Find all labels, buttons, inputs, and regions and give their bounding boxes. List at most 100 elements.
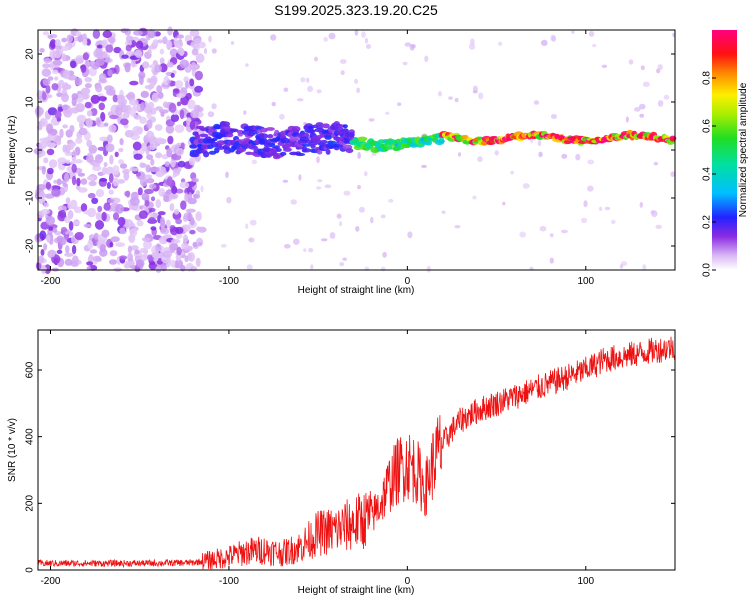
spectrogram-cell xyxy=(52,60,63,66)
spectrogram-cell xyxy=(97,205,103,213)
snr-series-line xyxy=(37,336,676,570)
y-tick-label: 20 xyxy=(25,48,36,60)
spectrogram-cell xyxy=(48,159,58,169)
spectrogram-cell xyxy=(184,192,189,203)
spectrogram-cell xyxy=(136,220,144,227)
x-tick-label: -200 xyxy=(40,276,60,287)
spectrogram-cell xyxy=(68,221,74,231)
spectrogram-cell xyxy=(90,94,101,104)
spectrogram-cell xyxy=(197,106,204,113)
spectrogram-cell xyxy=(119,255,128,260)
spectrogram-cell xyxy=(78,187,88,193)
spectrogram-cell xyxy=(404,42,412,47)
spectrogram-cell xyxy=(51,115,57,123)
spectrogram-cell xyxy=(77,172,85,177)
spectrogram-cell xyxy=(57,157,67,165)
spectrogram-cell xyxy=(42,31,50,36)
spectrogram-cell xyxy=(195,44,200,49)
spectrogram-cell xyxy=(155,152,163,159)
spectrogram-cell xyxy=(157,91,164,99)
spectrogram-cell xyxy=(625,116,629,123)
spectrogram-cell xyxy=(121,54,129,59)
spectrogram-cell xyxy=(283,87,289,92)
spectrogram-cell xyxy=(144,174,153,179)
spectrogram-cell xyxy=(628,59,634,65)
spectrogram-cell xyxy=(49,49,57,60)
spectrogram-cell xyxy=(426,265,431,273)
spectrogram-cell xyxy=(149,140,156,151)
spectrogram-cell xyxy=(69,125,75,133)
spectrogram-cell xyxy=(537,139,542,147)
colorbar-ticks: 0.0 0.2 0.4 0.6 0.8 xyxy=(702,71,716,277)
spectrogram-cell xyxy=(49,142,57,148)
spectrogram-cell xyxy=(56,235,64,243)
spectrogram-cell xyxy=(187,252,196,262)
spectrogram-cell xyxy=(75,137,83,144)
spectrogram-cell xyxy=(207,111,215,118)
spectrogram-cell xyxy=(46,234,51,243)
spectrogram-cell xyxy=(86,266,92,271)
spectrogram-cell xyxy=(454,97,459,103)
spectrogram-cell xyxy=(293,238,300,245)
spectrogram-cell xyxy=(357,185,361,190)
spectrogram-cell xyxy=(146,154,154,161)
spectrogram-cell xyxy=(114,151,119,158)
spectrogram-cell xyxy=(149,77,157,87)
y-tick-label: 600 xyxy=(25,361,36,378)
x-tick-label: 0 xyxy=(405,276,411,287)
spectrogram-cell xyxy=(100,51,108,59)
spectrogram-cell xyxy=(387,145,393,150)
spectrogram-cell xyxy=(150,226,157,231)
spectrogram-cell xyxy=(42,63,51,69)
spectrogram-cell xyxy=(45,215,55,226)
spectrogram-cell xyxy=(203,48,208,55)
spectrogram-cell xyxy=(115,242,125,248)
spectrogram-cell xyxy=(70,107,80,114)
spectrogram-cell xyxy=(385,111,390,116)
spectrogram-cell xyxy=(165,178,173,186)
spectrogram-cell xyxy=(320,238,328,242)
spectrogram-cell xyxy=(162,101,169,108)
spectrogram-cell xyxy=(246,264,253,271)
spectrogram-cell xyxy=(214,147,220,154)
spectrogram-cell xyxy=(95,117,102,126)
spectrogram-cell xyxy=(96,44,103,49)
spectrogram-cell xyxy=(39,117,48,127)
spectrogram-cell xyxy=(71,163,77,173)
spectrogram-cell xyxy=(170,157,176,168)
spectrogram-cell xyxy=(88,180,97,187)
spectrogram-cell xyxy=(140,162,147,168)
spectrogram-cell xyxy=(49,249,56,258)
spectrogram-cell xyxy=(52,69,59,75)
spectrogram-cell xyxy=(101,166,107,175)
spectrogram-cell xyxy=(314,56,318,62)
spectrogram-cell xyxy=(133,153,143,160)
spectrogram-cell xyxy=(123,171,130,181)
spectrogram-cell xyxy=(587,185,594,192)
spectrogram-cell xyxy=(173,208,180,215)
spectrogram-cell xyxy=(39,137,50,143)
spectrogram-cell xyxy=(74,232,84,240)
spectrogram-cell xyxy=(439,137,445,143)
spectrogram-cell xyxy=(49,39,57,49)
spectrogram-cell xyxy=(168,193,179,200)
spectrogram-cell xyxy=(92,165,102,171)
spectrogram-cell xyxy=(139,176,148,187)
spectrogram-cell xyxy=(51,83,59,91)
spectrogram-cell xyxy=(61,37,68,43)
spectrogram-cell xyxy=(48,226,54,231)
spectrogram-cell xyxy=(107,198,115,204)
spectrogram-cell xyxy=(160,262,168,272)
spectrogram-cell xyxy=(88,264,98,271)
spectrogram-cell xyxy=(159,48,165,55)
spectrogram-cell xyxy=(43,243,48,251)
spectrogram-cell xyxy=(113,46,122,54)
spectrogram-cell xyxy=(58,79,64,86)
spectrogram-cell xyxy=(388,198,394,203)
spectrogram-cell xyxy=(64,252,74,257)
spectrogram-cell xyxy=(211,48,217,54)
spectrogram-cell xyxy=(230,41,235,45)
spectrogram-cell xyxy=(251,159,257,165)
spectrogram-cell xyxy=(132,141,142,151)
spectrogram-cell xyxy=(619,264,624,269)
